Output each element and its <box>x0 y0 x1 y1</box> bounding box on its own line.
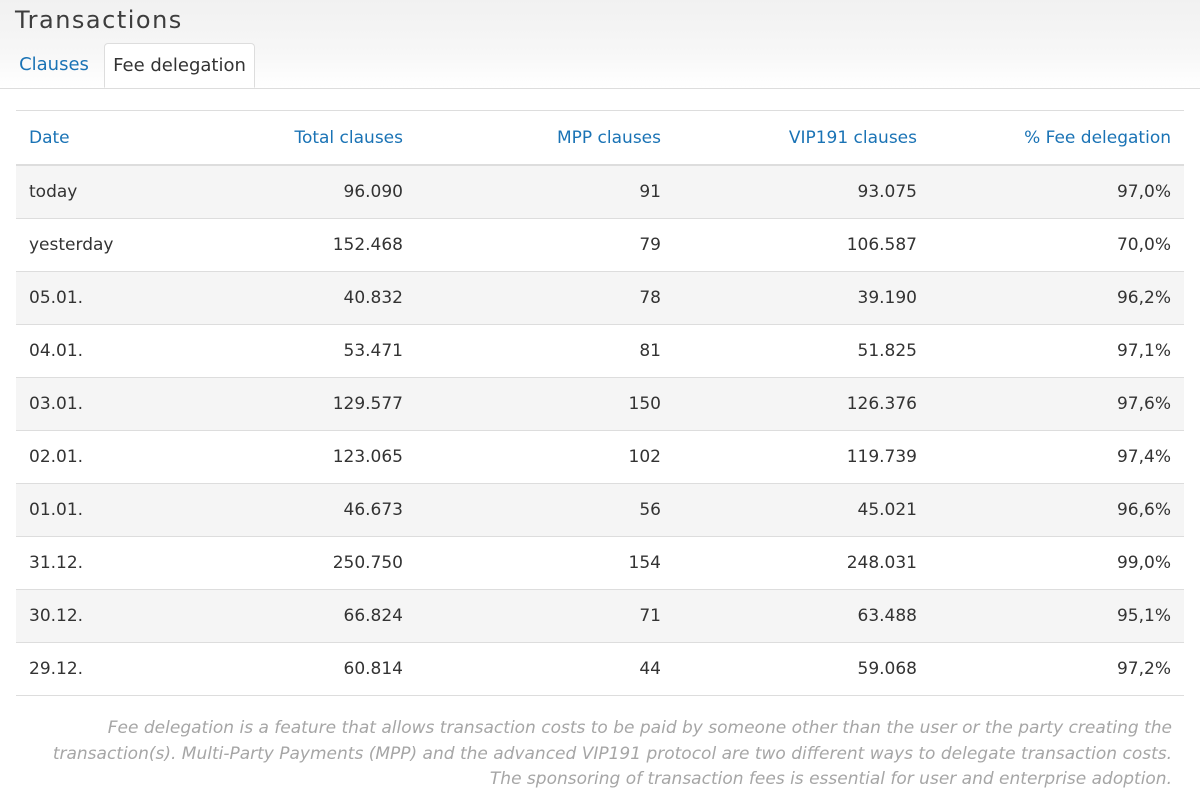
table-body: today 96.090 91 93.075 97,0% yesterday 152.468… <box>16 165 1184 696</box>
fee-delegation-percent-cell: 70,0% <box>930 218 1184 272</box>
total-clauses-cell: 96.090 <box>166 165 416 219</box>
table-row: 03.01. 129.577 150 126.376 97,6% <box>16 377 1184 431</box>
total-clauses-cell: 53.471 <box>166 324 416 378</box>
vip191-clauses-cell: 126.376 <box>674 377 930 431</box>
vip191-clauses-cell: 63.488 <box>674 589 930 643</box>
vip191-clauses-cell: 248.031 <box>674 536 930 590</box>
fee-delegation-percent-cell: 96,6% <box>930 483 1184 537</box>
fee-delegation-percent-cell: 97,1% <box>930 324 1184 378</box>
mpp-clauses-cell: 150 <box>416 377 674 431</box>
total-clauses-cell: 60.814 <box>166 642 416 696</box>
table-header-row: Date Total clauses MPP clauses VIP191 cl… <box>16 110 1184 166</box>
mpp-clauses-cell: 91 <box>416 165 674 219</box>
mpp-clauses-cell: 79 <box>416 218 674 272</box>
table-row: 01.01. 46.673 56 45.021 96,6% <box>16 483 1184 537</box>
table-row: 04.01. 53.471 81 51.825 97,1% <box>16 324 1184 378</box>
tab-clauses[interactable]: Clauses <box>19 54 89 75</box>
table-row: 29.12. 60.814 44 59.068 97,2% <box>16 642 1184 696</box>
fee-delegation-table: Date Total clauses MPP clauses VIP191 cl… <box>16 110 1184 696</box>
date-cell: 01.01. <box>16 483 166 537</box>
table-row: 30.12. 66.824 71 63.488 95,1% <box>16 589 1184 643</box>
mpp-clauses-cell: 154 <box>416 536 674 590</box>
vip191-clauses-cell: 93.075 <box>674 165 930 219</box>
tab-bar: Clauses Fee delegation <box>4 43 255 89</box>
column-header-date[interactable]: Date <box>16 110 166 166</box>
date-cell: 05.01. <box>16 271 166 325</box>
mpp-clauses-cell: 56 <box>416 483 674 537</box>
fee-delegation-percent-cell: 97,6% <box>930 377 1184 431</box>
table-row: today 96.090 91 93.075 97,0% <box>16 165 1184 219</box>
mpp-clauses-cell: 71 <box>416 589 674 643</box>
column-header-vip191-clauses[interactable]: VIP191 clauses <box>674 110 930 166</box>
page-title: Transactions <box>15 6 183 34</box>
total-clauses-cell: 123.065 <box>166 430 416 484</box>
table-row: 02.01. 123.065 102 119.739 97,4% <box>16 430 1184 484</box>
page-header: Transactions Clauses Fee delegation <box>0 0 1200 89</box>
total-clauses-cell: 152.468 <box>166 218 416 272</box>
date-cell: yesterday <box>16 218 166 272</box>
date-cell: 31.12. <box>16 536 166 590</box>
vip191-clauses-cell: 45.021 <box>674 483 930 537</box>
fee-delegation-percent-cell: 96,2% <box>930 271 1184 325</box>
date-cell: 30.12. <box>16 589 166 643</box>
fee-delegation-percent-cell: 97,2% <box>930 642 1184 696</box>
total-clauses-cell: 250.750 <box>166 536 416 590</box>
total-clauses-cell: 66.824 <box>166 589 416 643</box>
table-row: yesterday 152.468 79 106.587 70,0% <box>16 218 1184 272</box>
date-cell: 02.01. <box>16 430 166 484</box>
mpp-clauses-cell: 102 <box>416 430 674 484</box>
column-header-mpp-clauses[interactable]: MPP clauses <box>416 110 674 166</box>
footnote: Fee delegation is a feature that allows … <box>52 718 1172 789</box>
mpp-clauses-cell: 44 <box>416 642 674 696</box>
mpp-clauses-cell: 81 <box>416 324 674 378</box>
vip191-clauses-cell: 119.739 <box>674 430 930 484</box>
total-clauses-cell: 40.832 <box>166 271 416 325</box>
total-clauses-cell: 129.577 <box>166 377 416 431</box>
date-cell: 04.01. <box>16 324 166 378</box>
fee-delegation-percent-cell: 97,0% <box>930 165 1184 219</box>
vip191-clauses-cell: 106.587 <box>674 218 930 272</box>
mpp-clauses-cell: 78 <box>416 271 674 325</box>
table-row: 31.12. 250.750 154 248.031 99,0% <box>16 536 1184 590</box>
date-cell: today <box>16 165 166 219</box>
fee-delegation-percent-cell: 95,1% <box>930 589 1184 643</box>
date-cell: 29.12. <box>16 642 166 696</box>
vip191-clauses-cell: 39.190 <box>674 271 930 325</box>
total-clauses-cell: 46.673 <box>166 483 416 537</box>
fee-delegation-percent-cell: 97,4% <box>930 430 1184 484</box>
table-row: 05.01. 40.832 78 39.190 96,2% <box>16 271 1184 325</box>
vip191-clauses-cell: 51.825 <box>674 324 930 378</box>
column-header-fee-delegation-percent[interactable]: % Fee delegation <box>930 110 1184 166</box>
vip191-clauses-cell: 59.068 <box>674 642 930 696</box>
fee-delegation-percent-cell: 99,0% <box>930 536 1184 590</box>
tab-fee-delegation[interactable]: Fee delegation <box>104 43 255 88</box>
fee-delegation-table-container: Date Total clauses MPP clauses VIP191 cl… <box>16 110 1184 696</box>
date-cell: 03.01. <box>16 377 166 431</box>
column-header-total-clauses[interactable]: Total clauses <box>166 110 416 166</box>
